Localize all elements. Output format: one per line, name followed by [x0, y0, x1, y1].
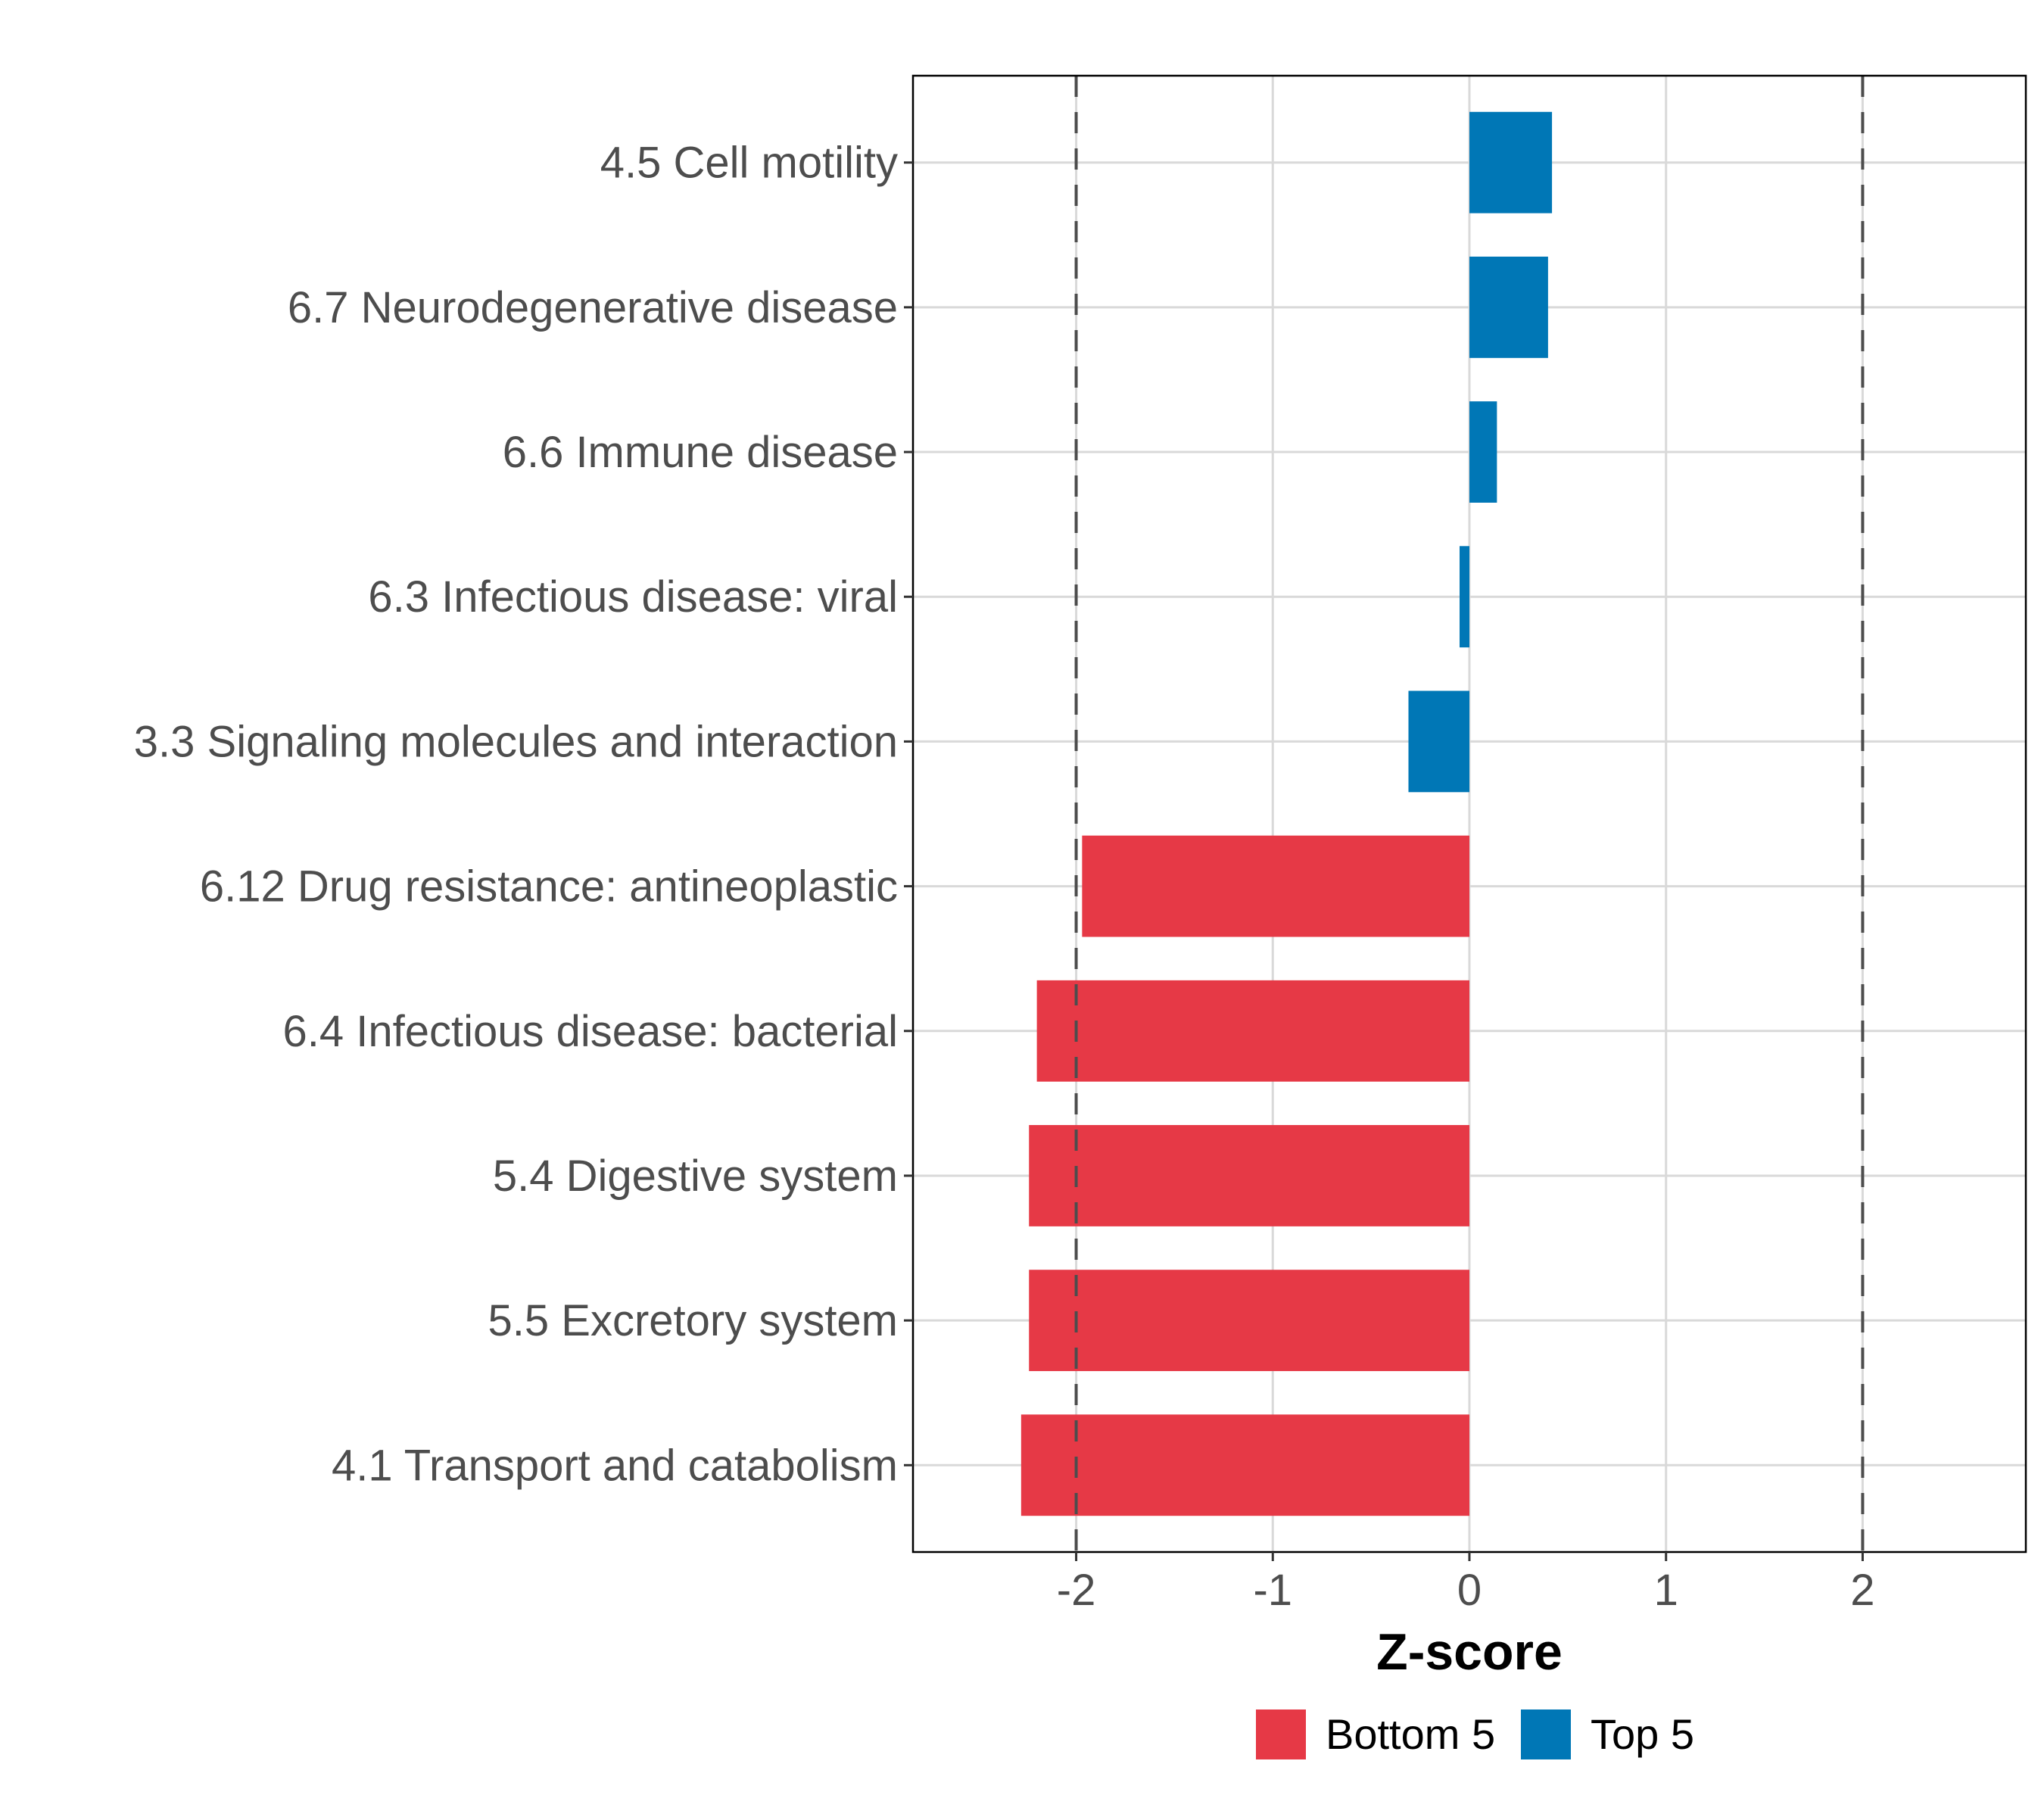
legend: Bottom 5 Top 5: [1256, 1709, 1694, 1759]
y-tick-label: 6.3 Infectious disease: viral: [368, 572, 898, 622]
bar: [1469, 256, 1548, 358]
legend-swatch: [1521, 1709, 1571, 1759]
y-axis: 4.5 Cell motility 6.7 Neurodegenerative d…: [134, 139, 913, 1490]
bar: [1460, 546, 1469, 648]
bar: [1408, 690, 1469, 793]
legend-item: Bottom 5: [1256, 1709, 1495, 1759]
legend-swatch: [1256, 1709, 1306, 1759]
bar: [1029, 1125, 1469, 1226]
y-tick-label: 5.5 Excretory system: [488, 1296, 898, 1345]
bar: [1029, 1270, 1469, 1372]
y-tick-label: 4.5 Cell motility: [600, 139, 898, 188]
bar: [1082, 835, 1469, 937]
reference-lines: [1074, 76, 1865, 1552]
x-tick-label: 0: [1457, 1566, 1482, 1615]
y-tick-label: 3.3 Signaling molecules and interaction: [134, 717, 898, 766]
x-tick-label: 2: [1850, 1566, 1874, 1615]
y-tick-label: 6.12 Drug resistance: antineoplastic: [200, 862, 898, 912]
y-tick-label: 4.1 Transport and catabolism: [332, 1441, 898, 1490]
legend-label: Bottom 5: [1326, 1710, 1495, 1758]
bar: [1469, 111, 1553, 213]
x-axis: -2 -1 0 1 2: [1057, 1552, 1875, 1615]
y-tick-label: 6.4 Infectious disease: bacterial: [283, 1007, 898, 1056]
bar: [1036, 980, 1469, 1082]
y-tick-label: 5.4 Digestive system: [493, 1152, 898, 1201]
bars-layer: [1020, 111, 1553, 1516]
bar: [1469, 401, 1497, 503]
bar: [1020, 1414, 1469, 1516]
x-tick-label: 1: [1654, 1566, 1678, 1615]
legend-label: Top 5: [1591, 1710, 1694, 1758]
x-tick-label: -1: [1253, 1566, 1292, 1615]
x-axis-title: Z-score: [1376, 1623, 1563, 1681]
x-tick-label: -2: [1057, 1566, 1096, 1615]
y-tick-label: 6.7 Neurodegenerative disease: [288, 283, 898, 332]
y-tick-label: 6.6 Immune disease: [503, 428, 898, 477]
legend-item: Top 5: [1521, 1709, 1694, 1759]
